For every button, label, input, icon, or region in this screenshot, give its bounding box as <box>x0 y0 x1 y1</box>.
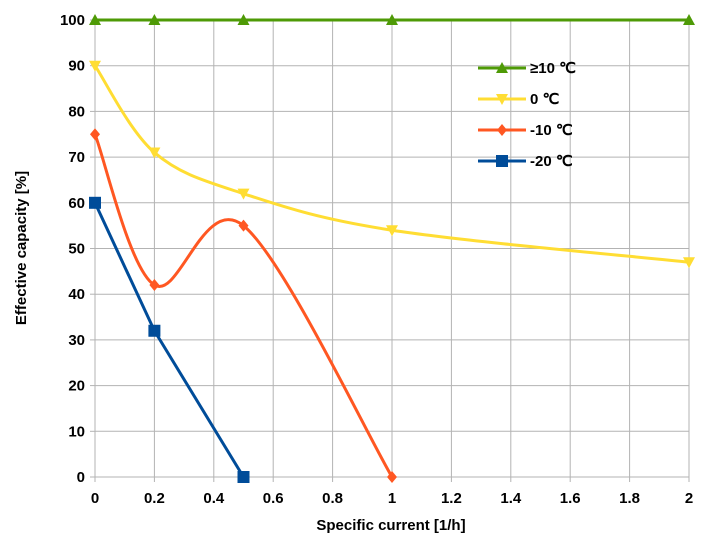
legend-swatch-marker <box>496 62 508 73</box>
data-point-1 <box>237 188 250 200</box>
y-axis-title: Effective capacity [%] <box>13 171 30 325</box>
data-point-1 <box>683 257 695 269</box>
x-tick-label: 2 <box>685 490 693 507</box>
x-axis-title: Specific current [1/h] <box>316 517 465 534</box>
y-tick-label: 0 <box>77 469 85 486</box>
legend-label: -10 ℃ <box>530 122 573 139</box>
series-line-1 <box>93 64 690 264</box>
y-tick-label: 100 <box>60 12 85 29</box>
series-markers <box>89 14 695 483</box>
data-point-2 <box>149 279 160 292</box>
y-tick-label: 40 <box>68 286 85 303</box>
y-tick-label: 60 <box>68 195 85 212</box>
data-point-2 <box>90 128 100 141</box>
data-point-2 <box>238 219 249 232</box>
y-tick-label: 20 <box>68 378 85 395</box>
x-tick-label: 0.8 <box>322 490 343 507</box>
data-point-0 <box>386 14 398 25</box>
y-tick-label: 90 <box>68 58 85 75</box>
y-tick-label: 80 <box>68 103 85 120</box>
data-point-0 <box>237 14 250 25</box>
x-tick-label: 1 <box>388 490 396 507</box>
data-point-0 <box>148 14 161 25</box>
data-point-1 <box>148 147 161 159</box>
y-tick-label: 50 <box>68 241 85 258</box>
x-tick-label: 0.4 <box>203 490 225 507</box>
data-point-0 <box>683 14 695 25</box>
y-tick-label: 70 <box>68 149 85 166</box>
legend-swatch-marker <box>497 124 507 136</box>
x-tick-label: 0 <box>91 490 99 507</box>
legend-item: 0 ℃ <box>478 91 560 108</box>
legend-label: ≥10 ℃ <box>530 60 576 77</box>
x-tick-label: 1.6 <box>560 490 581 507</box>
legend-swatch-marker <box>496 94 508 105</box>
legend-item: ≥10 ℃ <box>478 60 576 77</box>
legend-item: -20 ℃ <box>478 153 573 170</box>
tick-labels: 0 0.2 0.4 0.6 0.8 1 1.2 1.4 1.6 1.8 20102030405060… <box>60 12 693 507</box>
data-point-3 <box>237 471 250 483</box>
legend-item: -10 ℃ <box>478 122 573 139</box>
x-tick-label: 1.4 <box>500 490 522 507</box>
legend-swatch-marker <box>496 155 508 167</box>
grid-lines <box>94 19 690 478</box>
x-tick-label: 0.2 <box>144 490 165 507</box>
x-tick-label: 0.6 <box>263 490 284 507</box>
x-tick-label: 1.8 <box>619 490 640 507</box>
y-tick-label: 10 <box>68 423 85 440</box>
axes <box>90 19 690 482</box>
y-tick-label: 30 <box>68 332 85 349</box>
x-tick-label: 1.2 <box>441 490 462 507</box>
data-point-1 <box>386 225 398 237</box>
data-point-1 <box>89 60 101 72</box>
data-point-2 <box>387 471 397 483</box>
series-line-2 <box>93 133 394 478</box>
legend-label: 0 ℃ <box>530 91 560 108</box>
data-point-0 <box>89 14 101 25</box>
data-point-3 <box>148 324 161 337</box>
legend-label: -20 ℃ <box>530 153 573 170</box>
legend: ≥10 ℃ 0 ℃ -10 ℃ -20 ℃ <box>478 60 576 170</box>
data-point-3 <box>89 196 101 209</box>
